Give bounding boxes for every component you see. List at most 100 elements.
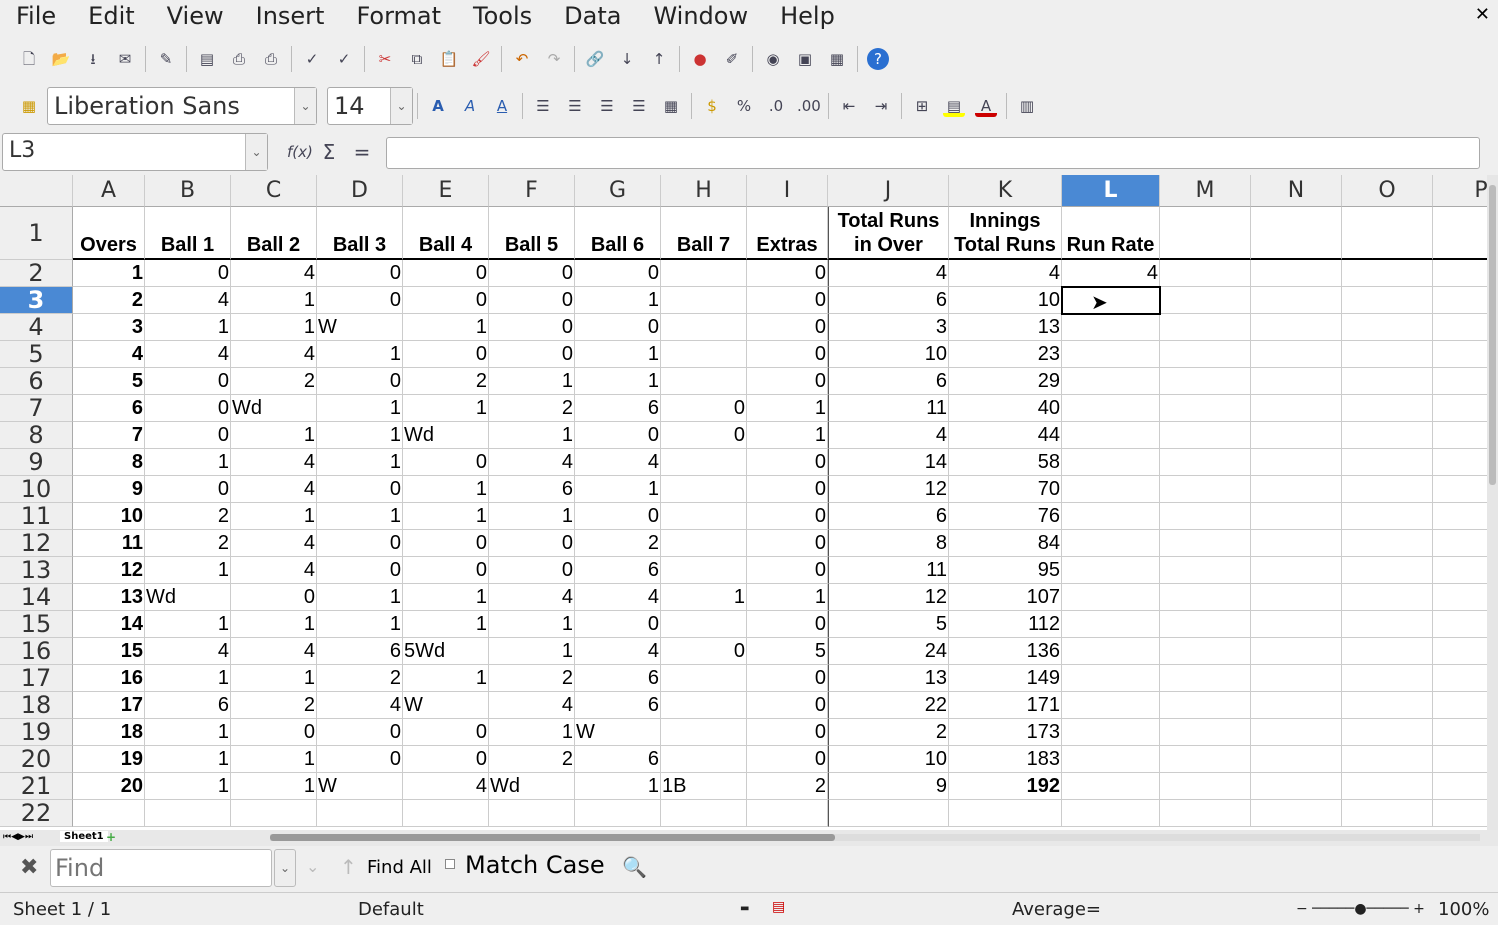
cell-A8[interactable]: 7 <box>73 422 145 449</box>
chevron-down-icon[interactable]: ⌄ <box>390 88 412 124</box>
cell-G12[interactable]: 2 <box>575 530 661 557</box>
cell-D21[interactable]: W <box>317 773 403 800</box>
cell-E21[interactable]: 4 <box>403 773 489 800</box>
cell-F5[interactable]: 0 <box>489 341 575 368</box>
cell-I17[interactable]: 0 <box>747 665 828 692</box>
cell-C22[interactable] <box>231 800 317 827</box>
cell-J3[interactable]: 6 <box>828 287 949 314</box>
cell-H2[interactable] <box>661 260 747 287</box>
cell-B18[interactable]: 6 <box>145 692 231 719</box>
cell-D6[interactable]: 0 <box>317 368 403 395</box>
cell-C20[interactable]: 1 <box>231 746 317 773</box>
row-header-15[interactable]: 15 <box>0 611 73 638</box>
cell-M22[interactable] <box>1160 800 1251 827</box>
menu-format[interactable]: Format <box>356 2 442 30</box>
find-history-dropdown[interactable]: ⌄ <box>274 849 296 887</box>
copy-icon[interactable]: ⧉ <box>411 50 423 68</box>
cell-A1[interactable]: Overs <box>73 207 145 260</box>
cell-F2[interactable]: 0 <box>489 260 575 287</box>
cell-K16[interactable]: 136 <box>949 638 1062 665</box>
cell-D17[interactable]: 2 <box>317 665 403 692</box>
cell-D1[interactable]: Ball 3 <box>317 207 403 260</box>
cell-I2[interactable]: 0 <box>747 260 828 287</box>
cell-O16[interactable] <box>1342 638 1433 665</box>
cell-I19[interactable]: 0 <box>747 719 828 746</box>
cell-N7[interactable] <box>1251 395 1342 422</box>
cell-C6[interactable]: 2 <box>231 368 317 395</box>
cell-P3[interactable] <box>1433 287 1487 314</box>
draw-icon[interactable]: ✐ <box>725 50 739 68</box>
cell-A7[interactable]: 6 <box>73 395 145 422</box>
column-header-D[interactable]: D <box>317 175 403 207</box>
cell-I5[interactable]: 0 <box>747 341 828 368</box>
cell-H13[interactable] <box>661 557 747 584</box>
cell-O5[interactable] <box>1342 341 1433 368</box>
print-preview-icon[interactable]: ⎙ <box>264 50 277 68</box>
function-wizard-icon[interactable]: f(x) <box>287 143 313 161</box>
open-icon[interactable]: 📂 <box>51 50 71 68</box>
cell-L11[interactable] <box>1062 503 1160 530</box>
cell-M5[interactable] <box>1160 341 1251 368</box>
cell-L12[interactable] <box>1062 530 1160 557</box>
cell-N2[interactable] <box>1251 260 1342 287</box>
cell-J1[interactable]: Total Runs in Over <box>828 207 949 260</box>
cell-M16[interactable] <box>1160 638 1251 665</box>
cell-K3[interactable]: 10 <box>949 287 1062 314</box>
cell-H11[interactable] <box>661 503 747 530</box>
cell-J9[interactable]: 14 <box>828 449 949 476</box>
cell-E13[interactable]: 0 <box>403 557 489 584</box>
gallery-icon[interactable]: ▣ <box>797 50 813 68</box>
column-header-H[interactable]: H <box>661 175 747 207</box>
cell-O13[interactable] <box>1342 557 1433 584</box>
cell-P8[interactable] <box>1433 422 1487 449</box>
cell-A22[interactable] <box>73 800 145 827</box>
undo-icon[interactable]: ↶ <box>515 50 529 68</box>
cell-J17[interactable]: 13 <box>828 665 949 692</box>
cell-A2[interactable]: 1 <box>73 260 145 287</box>
cell-M1[interactable] <box>1160 207 1251 260</box>
zoom-level[interactable]: 100% <box>1438 899 1490 920</box>
hyperlink-icon[interactable]: 🔗 <box>585 50 605 68</box>
cell-I12[interactable]: 0 <box>747 530 828 557</box>
cell-I18[interactable]: 0 <box>747 692 828 719</box>
cell-I6[interactable]: 0 <box>747 368 828 395</box>
cell-B17[interactable]: 1 <box>145 665 231 692</box>
cell-J11[interactable]: 6 <box>828 503 949 530</box>
close-find-icon[interactable]: ✖ <box>20 855 39 880</box>
menu-view[interactable]: View <box>166 2 224 30</box>
cell-O3[interactable] <box>1342 287 1433 314</box>
row-header-8[interactable]: 8 <box>0 422 73 449</box>
cell-D12[interactable]: 0 <box>317 530 403 557</box>
cell-J22[interactable] <box>828 800 949 827</box>
cell-I4[interactable]: 0 <box>747 314 828 341</box>
cell-E3[interactable]: 0 <box>403 287 489 314</box>
cell-M10[interactable] <box>1160 476 1251 503</box>
menu-tools[interactable]: Tools <box>473 2 533 30</box>
freeze-icon[interactable]: ▥ <box>1019 97 1035 115</box>
cell-H21[interactable]: 1B <box>661 773 747 800</box>
cell-F10[interactable]: 6 <box>489 476 575 503</box>
cell-P13[interactable] <box>1433 557 1487 584</box>
cell-F9[interactable]: 4 <box>489 449 575 476</box>
cell-K19[interactable]: 173 <box>949 719 1062 746</box>
cell-M3[interactable] <box>1160 287 1251 314</box>
cell-H18[interactable] <box>661 692 747 719</box>
cell-I22[interactable] <box>747 800 828 827</box>
cell-L17[interactable] <box>1062 665 1160 692</box>
cell-L9[interactable] <box>1062 449 1160 476</box>
cell-J6[interactable]: 6 <box>828 368 949 395</box>
cell-N15[interactable] <box>1251 611 1342 638</box>
cell-C4[interactable]: 1 <box>231 314 317 341</box>
close-document-icon[interactable]: ✕ <box>1474 4 1490 25</box>
cell-I21[interactable]: 2 <box>747 773 828 800</box>
cell-H20[interactable] <box>661 746 747 773</box>
cell-J2[interactable]: 4 <box>828 260 949 287</box>
cell-F3[interactable]: 0 <box>489 287 575 314</box>
row-header-9[interactable]: 9 <box>0 449 73 476</box>
row-header-14[interactable]: 14 <box>0 584 73 611</box>
sum-icon[interactable]: Σ <box>322 140 336 164</box>
cell-E5[interactable]: 0 <box>403 341 489 368</box>
cell-O4[interactable] <box>1342 314 1433 341</box>
cell-cursor[interactable] <box>1061 286 1161 315</box>
cell-L6[interactable] <box>1062 368 1160 395</box>
